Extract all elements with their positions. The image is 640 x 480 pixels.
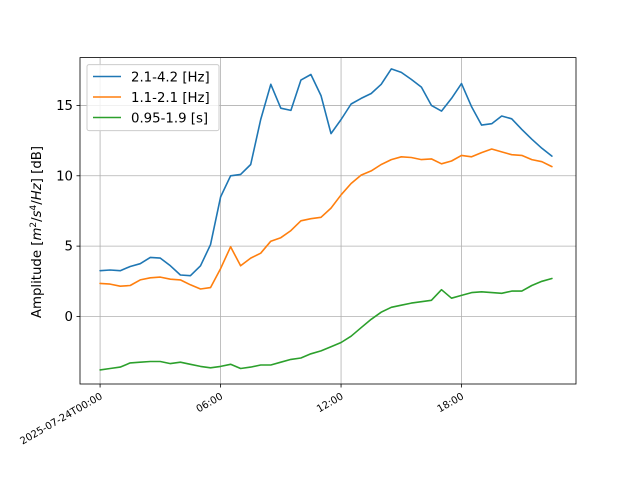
series-line-3 [99,277,553,371]
plot-frame [79,57,577,385]
y-axis: 0 5 10 15 [56,99,80,325]
legend-frame [86,64,220,132]
y-axis-label: Amplitude [m2/s4/Hz] [dB] [29,146,45,318]
series-line-2 [99,148,553,290]
grid [80,57,576,384]
x-tick-label: 18:00 [436,391,466,415]
legend-label-1: 2.1-4.2 [Hz] [131,70,210,85]
x-axis: 2025-07-24T00:00 06:00 12:00 18:00 [19,384,466,447]
x-tick-label: 2025-07-24T00:00 [19,391,105,447]
y-tick-label: 0 [65,310,73,325]
legend-label-2: 1.1-2.1 [Hz] [131,91,210,106]
x-tick-label: 06:00 [195,391,225,415]
y-tick-label: 5 [65,240,73,255]
series-line-1 [99,68,553,277]
series-lines [99,68,553,371]
y-tick-label: 15 [56,99,73,114]
legend-label-3: 0.95-1.9 [s] [131,111,208,126]
x-tick-label: 12:00 [315,391,345,415]
legend: 2.1-4.2 [Hz] 1.1-2.1 [Hz] 0.95-1.9 [s] [86,64,220,132]
y-tick-label: 10 [56,169,73,184]
